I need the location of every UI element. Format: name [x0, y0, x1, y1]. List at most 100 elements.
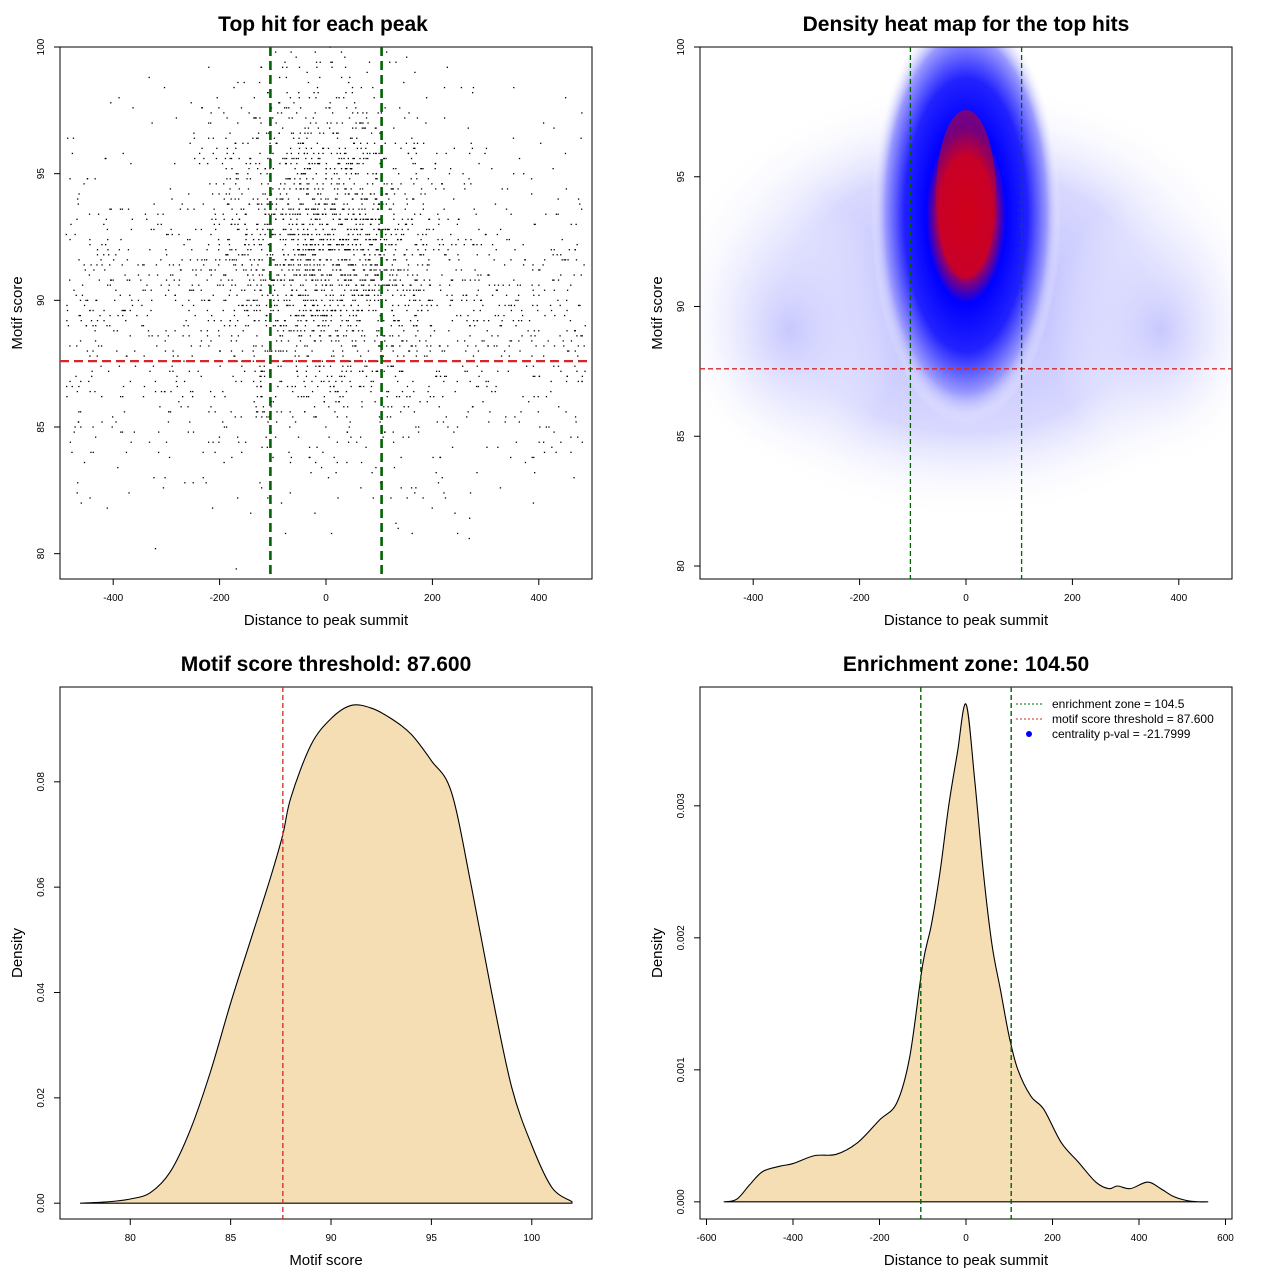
scatter-point [214, 213, 216, 215]
scatter-point [362, 289, 365, 291]
scatter-point [530, 335, 532, 337]
scatter-point [332, 350, 334, 352]
scatter-point [359, 244, 362, 246]
scatter-point [362, 249, 365, 251]
scatter-point [415, 152, 417, 155]
scatter-point [340, 294, 342, 296]
scatter-point [525, 365, 528, 367]
scatter-point [115, 254, 117, 256]
scatter-point [260, 375, 262, 378]
scatter-point [486, 385, 488, 388]
scatter-point [189, 390, 192, 393]
scatter-point [272, 284, 275, 286]
scatter-point [278, 102, 281, 104]
scatter-point [126, 355, 128, 357]
scatter-point [90, 451, 92, 454]
scatter-point [224, 274, 226, 276]
scatter-point [273, 279, 275, 281]
scatter-point [375, 466, 377, 469]
scatter-point [309, 335, 312, 337]
scatter-point [383, 284, 385, 286]
scatter-point [423, 289, 425, 291]
scatter-point [326, 223, 328, 226]
scatter-point [276, 279, 279, 281]
scatter-point [167, 421, 170, 423]
scatter-point [157, 335, 159, 337]
scatter-point [427, 178, 430, 180]
scatter-point [552, 168, 554, 170]
scatter-point [367, 289, 370, 291]
scatter-point [444, 254, 446, 256]
scatter-point [110, 102, 112, 104]
scatter-point [329, 304, 331, 307]
scatter-point [393, 213, 395, 215]
scatter-point [351, 340, 353, 342]
scatter-point [435, 375, 437, 378]
scatter-point [366, 198, 368, 200]
scatter-point [376, 330, 378, 332]
scatter-point [499, 325, 501, 327]
scatter-point [66, 304, 68, 307]
scatter-point [272, 233, 274, 236]
scatter-point [297, 142, 299, 144]
scatter-point [348, 193, 350, 195]
scatter-point [377, 360, 379, 362]
scatter-point [327, 147, 330, 150]
scatter-point [391, 406, 393, 408]
scatter-point [533, 294, 535, 296]
scatter-point [313, 406, 316, 408]
scatter-point [435, 188, 437, 190]
scatter-point [329, 238, 332, 241]
scatter-point [334, 309, 337, 312]
scatter-point [339, 218, 341, 220]
scatter-point [321, 299, 323, 302]
scatter-point [375, 178, 377, 180]
scatter-point [309, 223, 311, 226]
scatter-point [365, 117, 368, 119]
scatter-point [515, 299, 517, 302]
scatter-point [228, 259, 231, 261]
scatter-point [397, 380, 399, 383]
scatter-point [299, 188, 301, 190]
scatter-point [391, 183, 393, 185]
scatter-point [389, 416, 392, 418]
scatter-point [225, 299, 227, 302]
scatter-point [295, 157, 298, 160]
scatter-point [134, 350, 136, 352]
scatter-point [167, 289, 170, 291]
scatter-point [289, 492, 291, 494]
scatter-point [355, 345, 357, 347]
scatter-point [328, 380, 330, 383]
scatter-point [293, 274, 295, 276]
scatter-point [336, 137, 339, 139]
scatter-point [424, 193, 426, 195]
scatter-point [508, 304, 510, 307]
scatter-point [341, 244, 343, 246]
scatter-point [474, 269, 476, 271]
scatter-point [268, 213, 270, 215]
scatter-point [385, 51, 388, 53]
scatter-point [338, 238, 341, 241]
scatter-point [314, 314, 316, 317]
scatter-point [273, 213, 275, 215]
scatter-point [285, 107, 288, 109]
scatter-point [292, 264, 295, 266]
scatter-point [347, 441, 350, 443]
scatter-point [345, 309, 348, 312]
scatter-point [298, 269, 300, 271]
scatter-point [247, 173, 249, 175]
scatter-point [184, 482, 186, 484]
scatter-point [283, 254, 285, 256]
scatter-point [240, 107, 243, 109]
scatter-point [172, 264, 175, 266]
scatter-point [291, 233, 293, 236]
scatter-point [414, 299, 417, 302]
scatter-point [406, 309, 408, 312]
scatter-point [126, 259, 129, 261]
scatter-point [496, 345, 498, 347]
scatter-point [314, 340, 316, 342]
scatter-point [259, 289, 261, 291]
scatter-point [279, 279, 282, 281]
scatter-point [398, 320, 400, 322]
scatter-point [501, 188, 503, 190]
